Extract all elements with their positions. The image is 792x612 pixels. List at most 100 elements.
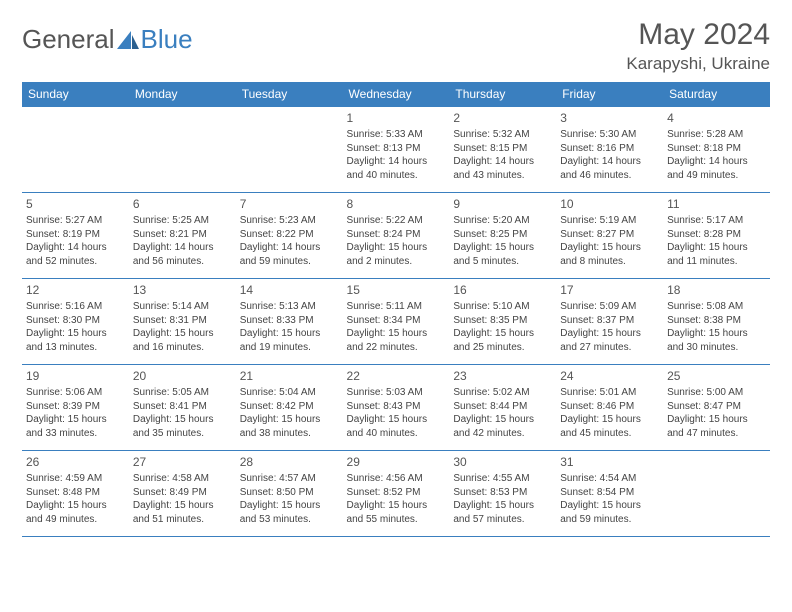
day-number: 11 (667, 196, 766, 212)
title-block: May 2024 Karapyshi, Ukraine (626, 18, 770, 74)
sunset-line: Sunset: 8:54 PM (560, 486, 659, 500)
sunset-line: Sunset: 8:19 PM (26, 228, 125, 242)
day-number: 12 (26, 282, 125, 298)
sunset-line: Sunset: 8:47 PM (667, 400, 766, 414)
sunrise-line: Sunrise: 5:04 AM (240, 386, 339, 400)
calendar-cell: 3Sunrise: 5:30 AMSunset: 8:16 PMDaylight… (556, 107, 663, 193)
daylight-line: Daylight: 15 hours and 57 minutes. (453, 499, 552, 526)
sunrise-line: Sunrise: 5:25 AM (133, 214, 232, 228)
daylight-line: Daylight: 15 hours and 35 minutes. (133, 413, 232, 440)
day-number: 27 (133, 454, 232, 470)
sunset-line: Sunset: 8:52 PM (347, 486, 446, 500)
sunset-line: Sunset: 8:48 PM (26, 486, 125, 500)
sunset-line: Sunset: 8:49 PM (133, 486, 232, 500)
day-number: 29 (347, 454, 446, 470)
day-info: Sunrise: 5:17 AMSunset: 8:28 PMDaylight:… (667, 214, 766, 268)
day-info: Sunrise: 5:28 AMSunset: 8:18 PMDaylight:… (667, 128, 766, 182)
sunset-line: Sunset: 8:24 PM (347, 228, 446, 242)
sunset-line: Sunset: 8:41 PM (133, 400, 232, 414)
sunrise-line: Sunrise: 5:05 AM (133, 386, 232, 400)
calendar-cell: 27Sunrise: 4:58 AMSunset: 8:49 PMDayligh… (129, 451, 236, 537)
daylight-line: Daylight: 15 hours and 30 minutes. (667, 327, 766, 354)
calendar-cell: 28 Sunrise: 4:57 AMSunset: 8:50 PMDayligh… (236, 451, 343, 537)
day-number: 30 (453, 454, 552, 470)
day-number: 14 (240, 282, 339, 298)
daylight-line: Daylight: 15 hours and 38 minutes. (240, 413, 339, 440)
daylight-line: Daylight: 15 hours and 22 minutes. (347, 327, 446, 354)
month-title: May 2024 (626, 18, 770, 52)
logo-text-blue: Blue (141, 24, 193, 55)
sunset-line: Sunset: 8:44 PM (453, 400, 552, 414)
day-info: Sunrise: 5:11 AMSunset: 8:34 PMDaylight:… (347, 300, 446, 354)
day-info: Sunrise: 5:19 AMSunset: 8:27 PMDaylight:… (560, 214, 659, 268)
sunrise-line: Sunrise: 5:22 AM (347, 214, 446, 228)
day-number: 10 (560, 196, 659, 212)
day-info: Sunrise: 4:54 AMSunset: 8:54 PMDaylight:… (560, 472, 659, 526)
calendar-cell: 8Sunrise: 5:22 AMSunset: 8:24 PMDaylight… (343, 193, 450, 279)
day-number: 1 (347, 110, 446, 126)
day-info: Sunrise: 5:04 AMSunset: 8:42 PMDaylight:… (240, 386, 339, 440)
day-number: 13 (133, 282, 232, 298)
calendar-cell: 25Sunrise: 5:00 AMSunset: 8:47 PMDayligh… (663, 365, 770, 451)
calendar-cell: 4Sunrise: 5:28 AMSunset: 8:18 PMDaylight… (663, 107, 770, 193)
day-info: Sunrise: 5:03 AMSunset: 8:43 PMDaylight:… (347, 386, 446, 440)
calendar-row: 26Sunrise: 4:59 AMSunset: 8:48 PMDayligh… (22, 451, 770, 537)
daylight-line: Daylight: 15 hours and 42 minutes. (453, 413, 552, 440)
calendar-cell: 17Sunrise: 5:09 AMSunset: 8:37 PMDayligh… (556, 279, 663, 365)
day-info: Sunrise: 5:22 AMSunset: 8:24 PMDaylight:… (347, 214, 446, 268)
day-info: Sunrise: 5:09 AMSunset: 8:37 PMDaylight:… (560, 300, 659, 354)
sunset-line: Sunset: 8:35 PM (453, 314, 552, 328)
calendar-row: 12Sunrise: 5:16 AMSunset: 8:30 PMDayligh… (22, 279, 770, 365)
day-info: Sunrise: 5:14 AMSunset: 8:31 PMDaylight:… (133, 300, 232, 354)
day-info: Sunrise: 5:27 AMSunset: 8:19 PMDaylight:… (26, 214, 125, 268)
calendar-cell: 23Sunrise: 5:02 AMSunset: 8:44 PMDayligh… (449, 365, 556, 451)
sunrise-line: Sunrise: 5:03 AM (347, 386, 446, 400)
sunrise-line: Sunrise: 5:20 AM (453, 214, 552, 228)
day-info: Sunrise: 4:55 AMSunset: 8:53 PMDaylight:… (453, 472, 552, 526)
sunset-line: Sunset: 8:28 PM (667, 228, 766, 242)
day-number: 19 (26, 368, 125, 384)
daylight-line: Daylight: 14 hours and 59 minutes. (240, 241, 339, 268)
day-info: Sunrise: 5:02 AMSunset: 8:44 PMDaylight:… (453, 386, 552, 440)
daylight-line: Daylight: 15 hours and 53 minutes. (240, 499, 339, 526)
calendar-cell (129, 107, 236, 193)
sunrise-line: Sunrise: 5:30 AM (560, 128, 659, 142)
day-info: Sunrise: 4:57 AMSunset: 8:50 PMDaylight:… (240, 472, 339, 526)
day-number: 22 (347, 368, 446, 384)
sunset-line: Sunset: 8:21 PM (133, 228, 232, 242)
daylight-line: Daylight: 15 hours and 25 minutes. (453, 327, 552, 354)
daylight-line: Daylight: 15 hours and 16 minutes. (133, 327, 232, 354)
day-info: Sunrise: 5:00 AMSunset: 8:47 PMDaylight:… (667, 386, 766, 440)
weekday-header: Sunday (22, 82, 129, 107)
calendar-cell: 31Sunrise: 4:54 AMSunset: 8:54 PMDayligh… (556, 451, 663, 537)
day-info: Sunrise: 5:06 AMSunset: 8:39 PMDaylight:… (26, 386, 125, 440)
weekday-header: Wednesday (343, 82, 450, 107)
calendar-cell: 21Sunrise: 5:04 AMSunset: 8:42 PMDayligh… (236, 365, 343, 451)
daylight-line: Daylight: 15 hours and 47 minutes. (667, 413, 766, 440)
sunrise-line: Sunrise: 4:54 AM (560, 472, 659, 486)
sunrise-line: Sunrise: 5:06 AM (26, 386, 125, 400)
day-info: Sunrise: 5:20 AMSunset: 8:25 PMDaylight:… (453, 214, 552, 268)
daylight-line: Daylight: 15 hours and 5 minutes. (453, 241, 552, 268)
sunrise-line: Sunrise: 5:14 AM (133, 300, 232, 314)
sunrise-line: Sunrise: 5:27 AM (26, 214, 125, 228)
sunset-line: Sunset: 8:33 PM (240, 314, 339, 328)
sunset-line: Sunset: 8:53 PM (453, 486, 552, 500)
calendar-cell: 10 Sunrise: 5:19 AMSunset: 8:27 PMDayligh… (556, 193, 663, 279)
day-info: Sunrise: 5:33 AMSunset: 8:13 PMDaylight:… (347, 128, 446, 182)
sunrise-line: Sunrise: 5:32 AM (453, 128, 552, 142)
logo-sail-icon (117, 31, 139, 49)
weekday-header: Saturday (663, 82, 770, 107)
sunset-line: Sunset: 8:34 PM (347, 314, 446, 328)
sunrise-line: Sunrise: 5:11 AM (347, 300, 446, 314)
sunrise-line: Sunrise: 5:02 AM (453, 386, 552, 400)
header: General Blue May 2024 Karapyshi, Ukraine (22, 18, 770, 74)
day-number: 15 (347, 282, 446, 298)
calendar-cell: 24Sunrise: 5:01 AMSunset: 8:46 PMDayligh… (556, 365, 663, 451)
day-info: Sunrise: 5:32 AMSunset: 8:15 PMDaylight:… (453, 128, 552, 182)
weekday-header: Thursday (449, 82, 556, 107)
day-number: 6 (133, 196, 232, 212)
day-number: 28 (240, 454, 339, 470)
sunrise-line: Sunrise: 4:58 AM (133, 472, 232, 486)
calendar-cell: 5Sunrise: 5:27 AMSunset: 8:19 PMDaylight… (22, 193, 129, 279)
